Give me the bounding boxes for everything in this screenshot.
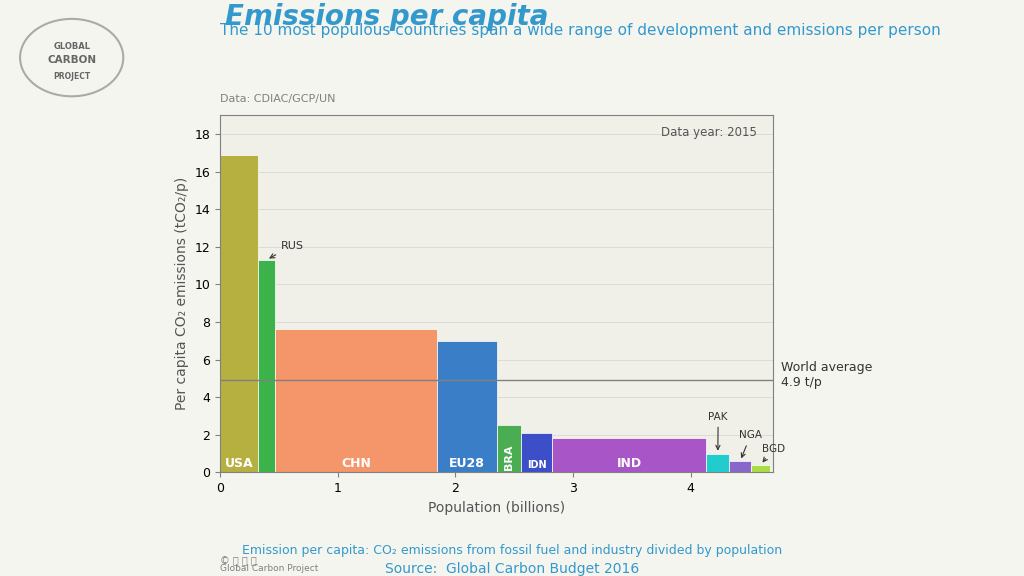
Bar	[521, 433, 552, 472]
Text: PAK: PAK	[709, 412, 728, 449]
Text: RUS: RUS	[270, 241, 304, 258]
Bar	[752, 465, 770, 472]
Bar	[497, 425, 521, 472]
Text: BGD: BGD	[762, 444, 785, 461]
Bar	[707, 453, 729, 472]
Text: CHN: CHN	[341, 457, 371, 469]
Text: CARBON: CARBON	[47, 55, 96, 65]
Text: Data year: 2015: Data year: 2015	[660, 126, 757, 139]
Bar	[275, 329, 437, 472]
Text: IDN: IDN	[527, 460, 547, 469]
Text: © Ⓚ Ⓢ Ⓚ: © Ⓚ Ⓢ Ⓚ	[220, 556, 257, 566]
Text: Emissions per capita: Emissions per capita	[225, 3, 549, 31]
Bar	[729, 461, 752, 472]
Bar	[437, 341, 497, 472]
Text: USA: USA	[225, 457, 253, 469]
Text: Data: CDIAC/GCP/UN: Data: CDIAC/GCP/UN	[220, 94, 336, 104]
Text: The 10 most populous countries span a wide range of development and emissions pe: The 10 most populous countries span a wi…	[220, 23, 941, 38]
Text: EU28: EU28	[450, 457, 485, 469]
Bar	[552, 438, 707, 472]
Text: Source:  Global Carbon Budget 2016: Source: Global Carbon Budget 2016	[385, 562, 639, 575]
Text: BRA: BRA	[504, 444, 514, 469]
Bar	[258, 260, 275, 472]
Text: Emission per capita: CO₂ emissions from fossil fuel and industry divided by popu: Emission per capita: CO₂ emissions from …	[242, 544, 782, 558]
X-axis label: Population (billions): Population (billions)	[428, 501, 565, 514]
Y-axis label: Per capita CO₂ emissions (tCO₂/p): Per capita CO₂ emissions (tCO₂/p)	[175, 177, 189, 410]
Bar	[220, 155, 258, 472]
Text: Global Carbon Project: Global Carbon Project	[220, 564, 318, 573]
Text: PROJECT: PROJECT	[53, 71, 90, 81]
Text: World average
4.9 t/p: World average 4.9 t/p	[781, 361, 872, 389]
Text: NGA: NGA	[739, 430, 762, 457]
Text: GLOBAL: GLOBAL	[53, 42, 90, 51]
Text: IND: IND	[616, 457, 642, 469]
